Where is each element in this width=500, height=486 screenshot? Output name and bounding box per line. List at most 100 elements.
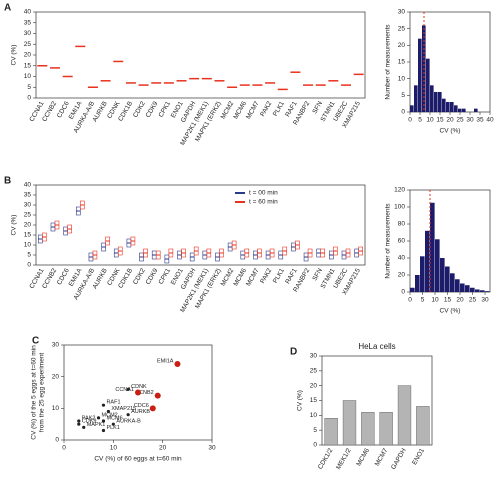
x-tick-label: 30 xyxy=(466,117,474,124)
bar xyxy=(416,406,430,446)
point xyxy=(111,422,115,426)
y-tick-label: 25 xyxy=(24,41,32,48)
x-tick-label: ENO1 xyxy=(411,447,426,466)
plot-frame xyxy=(63,344,213,441)
point-label: MCM2 xyxy=(102,412,118,418)
hist-bar xyxy=(414,85,418,112)
point xyxy=(77,422,81,426)
point xyxy=(174,361,181,367)
y-tick-label: 20 xyxy=(310,382,318,389)
y-axis-label: CV (%) xyxy=(11,45,18,66)
x-tick-label: 0 xyxy=(408,117,412,124)
y-axis-label: from the 25 egg experiment xyxy=(39,353,46,433)
bar xyxy=(361,412,375,446)
point xyxy=(101,403,106,407)
point xyxy=(126,387,130,391)
point-label: AURKB xyxy=(131,409,150,415)
point xyxy=(149,405,156,412)
y-tick-label: 20 xyxy=(398,272,406,279)
point-label: RAF1 xyxy=(106,400,120,406)
y-tick-label: 20 xyxy=(24,222,32,229)
point xyxy=(106,409,110,414)
y-tick-label: 30 xyxy=(24,202,32,209)
point-label: CDC6 xyxy=(134,403,149,409)
hist-bar xyxy=(442,98,446,112)
point xyxy=(154,392,161,399)
y-tick-label: 35 xyxy=(24,192,32,199)
y-tick-label: 25 xyxy=(398,25,406,32)
y-tick-label: 15 xyxy=(398,59,406,66)
legend-label: t = 00 min xyxy=(249,190,278,197)
hist-bar xyxy=(450,273,455,292)
y-tick-label: 5 xyxy=(27,84,31,91)
point-label: CCNA1 xyxy=(115,387,134,393)
hist-bar xyxy=(462,108,466,112)
y-tick-label: 30 xyxy=(310,353,318,360)
y-tick-label: 40 xyxy=(24,9,32,16)
y-axis-label: CV (%) xyxy=(11,215,18,236)
hist-bar xyxy=(418,38,422,112)
hist-bar xyxy=(430,202,435,292)
hist-bar xyxy=(460,283,465,292)
y-tick-label: 30 xyxy=(398,9,406,16)
x-tick-label: PAK2 xyxy=(259,267,273,285)
x-axis-label: CV (%) of 60 eggs at t=60 min xyxy=(94,456,182,463)
y-tick-label: 0 xyxy=(401,289,405,296)
y-tick-label: 60 xyxy=(398,238,406,245)
hist-bar xyxy=(450,102,454,112)
x-tick-label: 5 xyxy=(418,117,422,124)
x-tick-label: GAPDH xyxy=(390,447,408,471)
y-tick-label: 20 xyxy=(52,373,60,380)
x-tick-label: 25 xyxy=(469,297,477,304)
y-axis-label: CV (%) xyxy=(297,390,304,411)
point-label: XMAP215 xyxy=(111,406,136,412)
point-label: PAK2 xyxy=(82,415,96,421)
point xyxy=(101,428,106,433)
x-tick-label: CDK1/2 xyxy=(317,447,335,471)
y-tick-label: 0 xyxy=(55,437,59,444)
y-tick-label: 0 xyxy=(27,95,31,102)
point xyxy=(77,419,81,423)
y-tick-label: 30 xyxy=(24,30,32,37)
x-tick-label: 25 xyxy=(456,117,464,124)
x-tick-label: 5 xyxy=(421,297,425,304)
y-tick-label: 20 xyxy=(398,42,406,49)
hist-bar xyxy=(440,258,445,292)
hist-bar xyxy=(420,256,425,292)
y-tick-label: 5 xyxy=(313,427,317,434)
point-label: MCM6 xyxy=(106,415,122,421)
hist-bar xyxy=(438,92,442,112)
panel-label: C xyxy=(32,336,39,347)
panel-label: B xyxy=(4,176,11,187)
hist-bar xyxy=(485,291,490,292)
x-tick-label: 10 xyxy=(431,297,439,304)
y-tick-label: 5 xyxy=(27,252,31,259)
y-tick-label: 10 xyxy=(24,73,32,80)
x-tick-label: 10 xyxy=(110,445,118,452)
bar xyxy=(342,400,357,446)
point-label: EMI1A xyxy=(157,358,174,364)
hist-bar xyxy=(426,58,430,112)
point-label: AURKA-B xyxy=(116,419,141,425)
chart-title: HeLa cells xyxy=(358,342,395,351)
y-tick-label: 10 xyxy=(310,412,318,419)
hist-bar xyxy=(475,289,480,292)
x-tick-label: MCM7 xyxy=(374,447,390,467)
x-tick-label: 30 xyxy=(481,297,489,304)
x-tick-label: 15 xyxy=(444,297,452,304)
y-axis-label: Number of measurements xyxy=(385,203,392,279)
y-tick-label: 15 xyxy=(310,397,318,404)
hist-bar xyxy=(465,285,470,292)
hist-bar xyxy=(435,239,440,292)
y-tick-label: 10 xyxy=(24,242,32,249)
point xyxy=(82,425,86,429)
y-tick-label: 100 xyxy=(394,204,405,211)
hist-bar xyxy=(410,105,414,112)
y-tick-label: 35 xyxy=(24,19,32,26)
hist-bar xyxy=(446,102,450,112)
x-tick-label: PAK2 xyxy=(259,100,273,118)
hist-bar xyxy=(415,275,420,292)
point-label: CDK9 xyxy=(82,419,97,425)
legend-label: t = 60 min xyxy=(249,199,278,206)
